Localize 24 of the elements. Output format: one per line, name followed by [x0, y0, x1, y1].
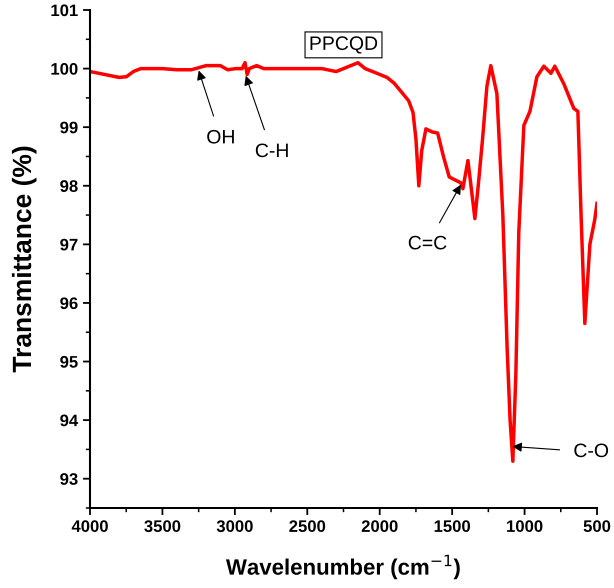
- y-tick-label: 101: [51, 4, 78, 16]
- y-tick-label: 99: [60, 122, 78, 134]
- y-tick-label: 96: [60, 297, 78, 310]
- x-tick-label: 2500: [289, 520, 326, 532]
- x-tick-label: 3500: [144, 520, 180, 532]
- annotation: OH: [207, 130, 234, 144]
- y-tick-label: 100: [51, 62, 78, 75]
- x-tick-label: 1500: [434, 520, 470, 532]
- y-tick-label: 94: [60, 414, 78, 426]
- x-tick-label: 1000: [507, 520, 542, 532]
- annotation: PPCQD: [310, 36, 378, 54]
- x-tick-label: 4000: [72, 520, 108, 532]
- y-axis-title: Transmittance (%): [12, 146, 36, 372]
- y-tick-label: 93: [60, 473, 78, 485]
- y-tick-label: 98: [60, 180, 78, 192]
- annotation: C-H: [256, 143, 288, 158]
- x-tick-label: 2000: [362, 520, 398, 532]
- x-axis-title: Wavelenumber (cm$^{−1}$): [226, 554, 460, 580]
- annotation: C-O: [574, 443, 608, 458]
- annotation: C=C: [408, 236, 446, 250]
- x-tick-label: 500: [584, 520, 610, 532]
- y-tick-label: 97: [60, 238, 78, 251]
- x-tick-label: 3000: [216, 520, 253, 532]
- y-tick-label: 95: [60, 356, 78, 368]
